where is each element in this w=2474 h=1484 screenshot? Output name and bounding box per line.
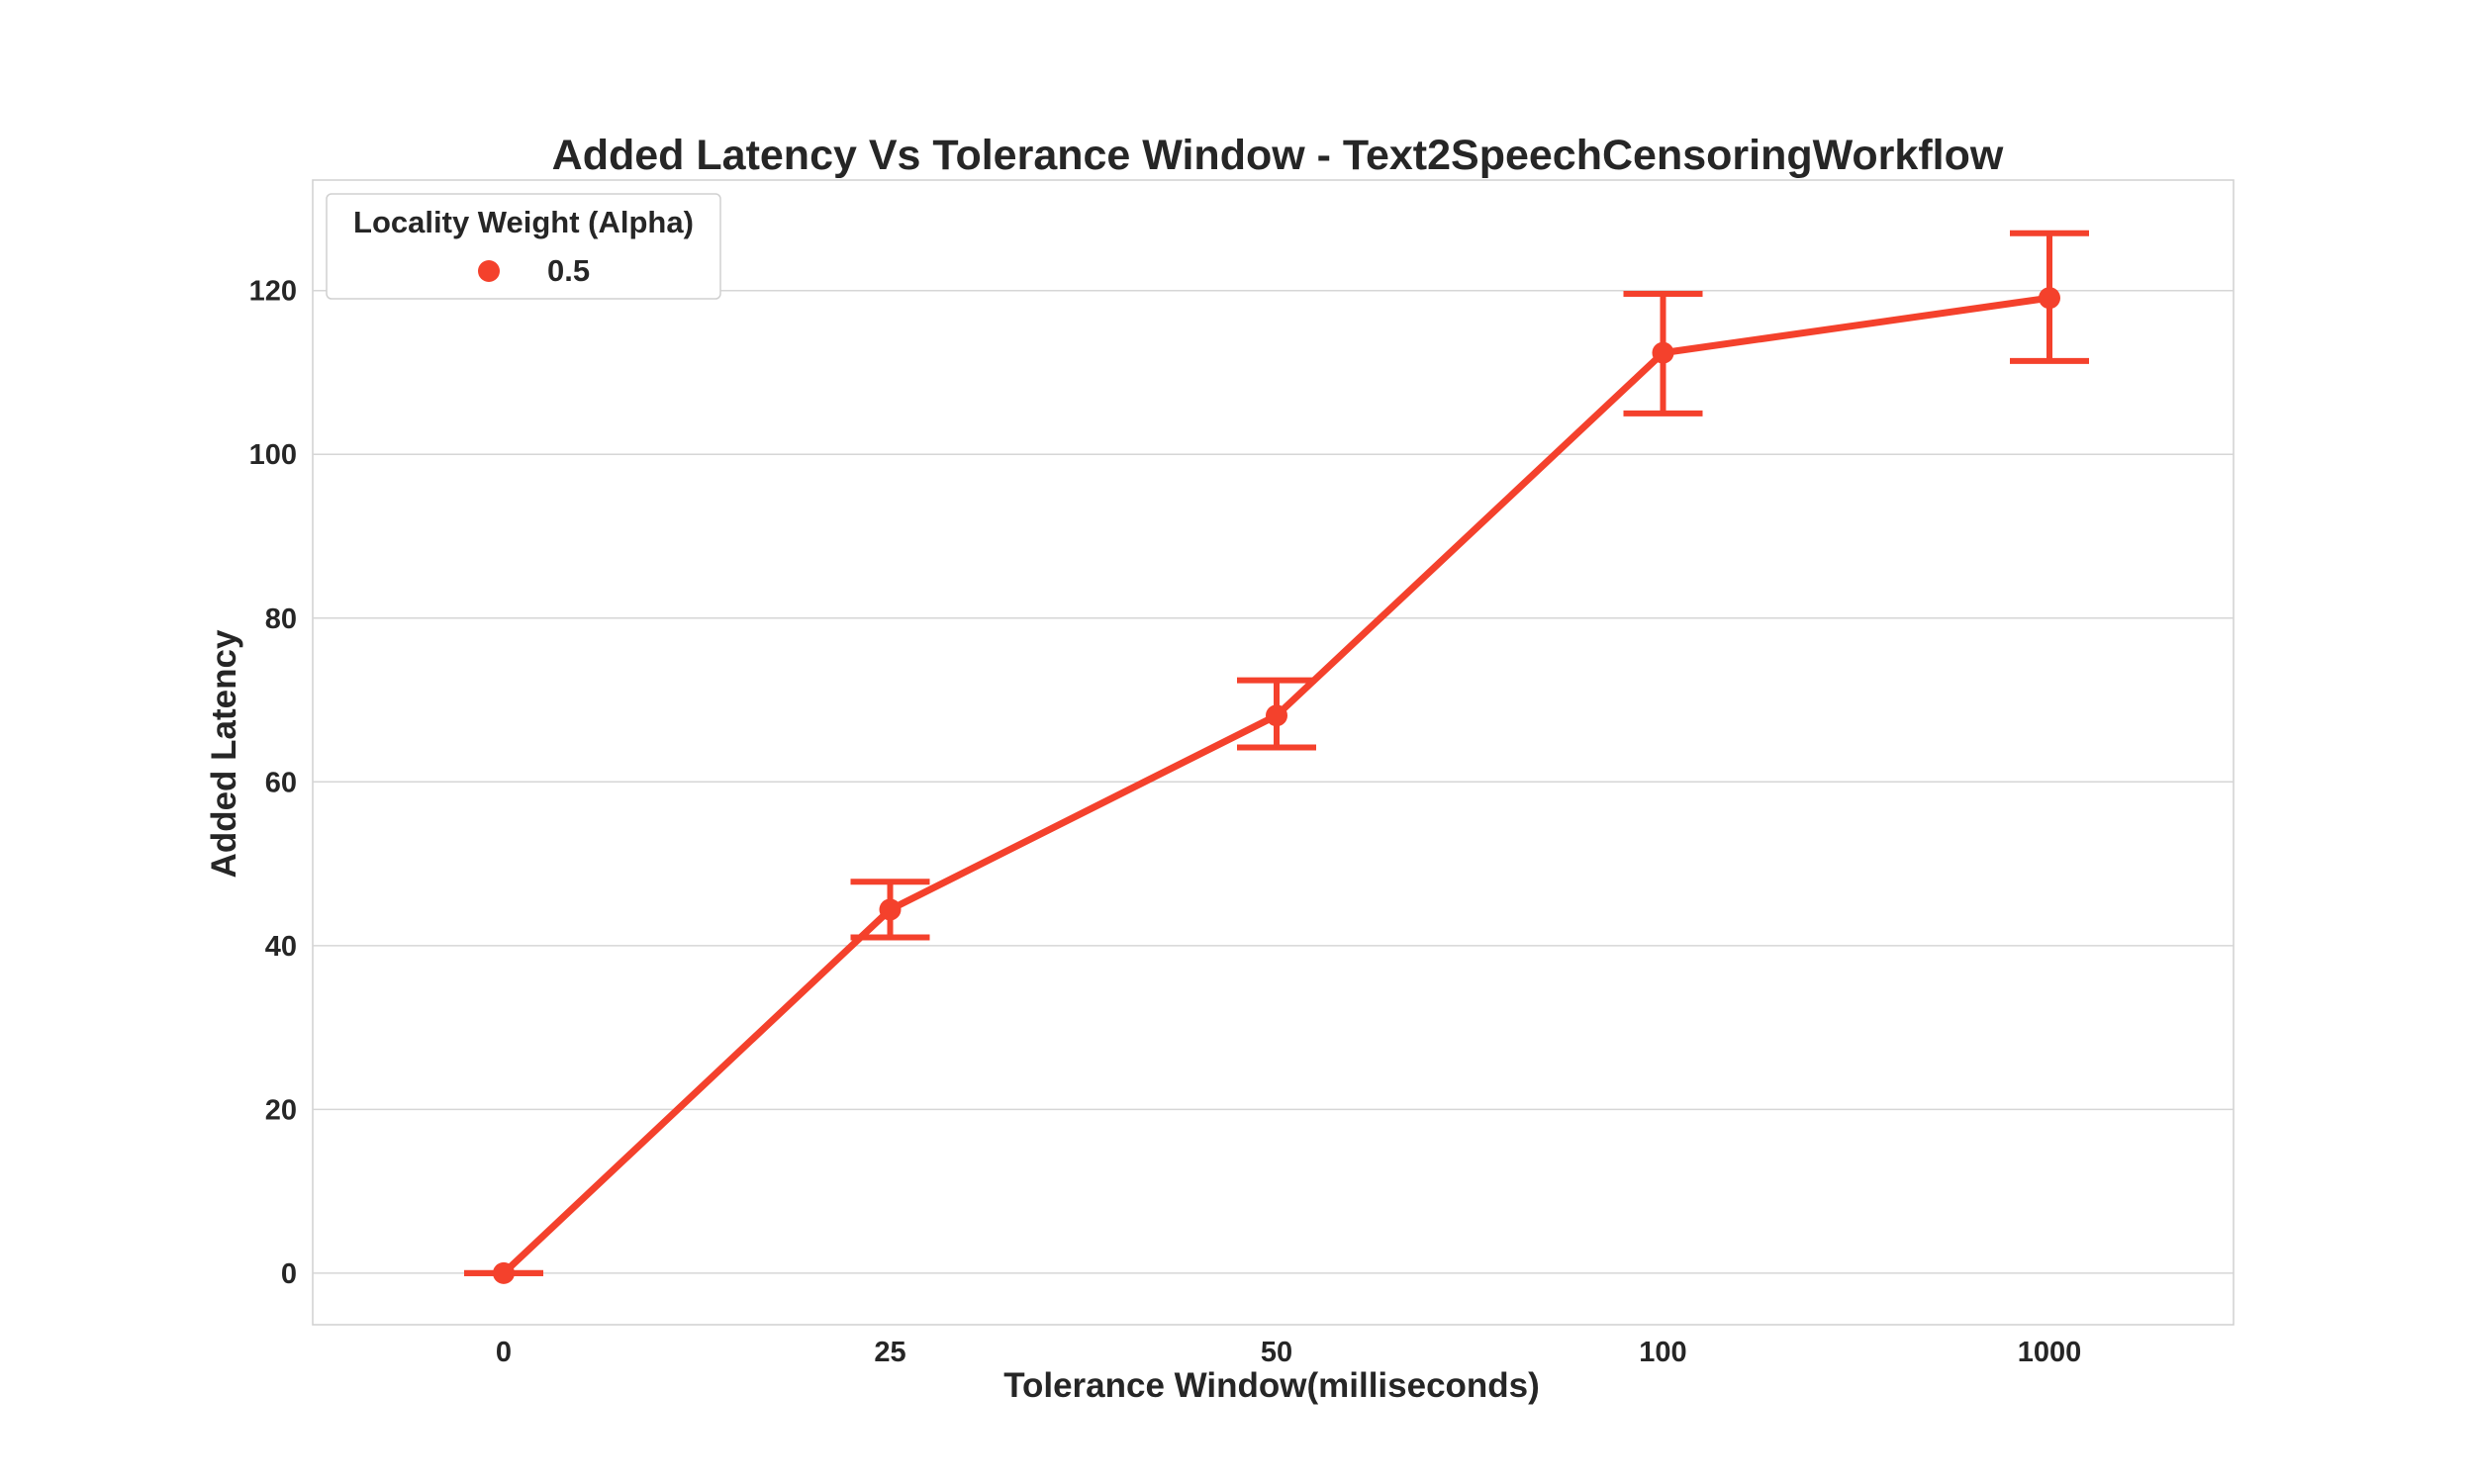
y-tick-label: 120 [249, 276, 297, 308]
legend-label: 0.5 [547, 253, 590, 288]
legend: Locality Weight (Alpha) 0.5 [326, 193, 721, 300]
x-tick-label: 1000 [2018, 1337, 2082, 1368]
y-tick-label: 100 [249, 439, 297, 471]
x-tick-label: 50 [1261, 1337, 1292, 1368]
y-tick-label: 80 [265, 603, 297, 635]
series-layer [464, 230, 2089, 1284]
y-tick-label: 40 [265, 931, 297, 963]
x-tick-label: 25 [874, 1337, 905, 1368]
plot-area [312, 179, 2235, 1326]
x-axis-label: Tolerance Window(milliseconds) [1003, 1366, 1540, 1405]
y-tick-label: 0 [281, 1258, 297, 1290]
y-tick-label: 20 [265, 1094, 297, 1126]
legend-title: Locality Weight (Alpha) [353, 205, 694, 239]
x-tick-label: 0 [496, 1337, 512, 1368]
y-tick-label: 60 [265, 767, 297, 798]
legend-box [326, 193, 721, 300]
data-point [493, 1261, 515, 1284]
data-point [1652, 341, 1674, 364]
y-axis-label: Added Latency [205, 629, 243, 878]
x-axis-ticks: 0 25 50 100 1000 [496, 1337, 2081, 1368]
data-point [2039, 287, 2060, 310]
chart-title: Added Latency Vs Tolerance Window - Text… [552, 132, 2004, 179]
legend-marker [478, 260, 500, 282]
x-tick-label: 100 [1639, 1337, 1686, 1368]
data-point [1266, 704, 1287, 727]
data-point [879, 898, 902, 921]
y-axis-ticks: 0 20 40 60 80 100 120 [249, 276, 297, 1290]
